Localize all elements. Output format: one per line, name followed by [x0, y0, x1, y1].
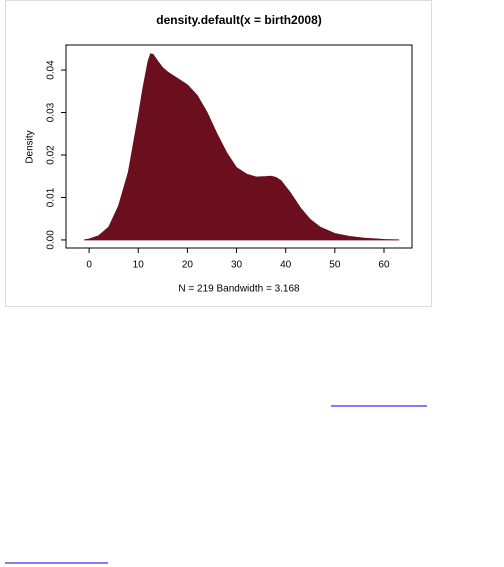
y-tick-label: 0.03	[46, 102, 57, 122]
plot-box	[65, 44, 413, 249]
x-tick-label: 60	[378, 260, 390, 271]
y-tick-label: 0.01	[46, 187, 57, 207]
density-area	[84, 53, 400, 241]
x-tick-label: 0	[86, 260, 92, 271]
y-tick-label: 0.02	[46, 145, 57, 165]
x-tick-label: 30	[231, 260, 243, 271]
y-tick-label: 0.00	[46, 230, 57, 250]
y-tick-label: 0.04	[46, 60, 57, 80]
x-tick-label: 20	[182, 260, 194, 271]
chart-title: density.default(x = birth2008)	[156, 13, 322, 27]
x-axis-label: N = 219 Bandwidth = 3.168	[178, 284, 300, 295]
x-tick-label: 10	[133, 260, 145, 271]
y-axis-label: Density	[25, 130, 36, 163]
x-tick-label: 50	[329, 260, 341, 271]
x-tick-label: 40	[280, 260, 292, 271]
